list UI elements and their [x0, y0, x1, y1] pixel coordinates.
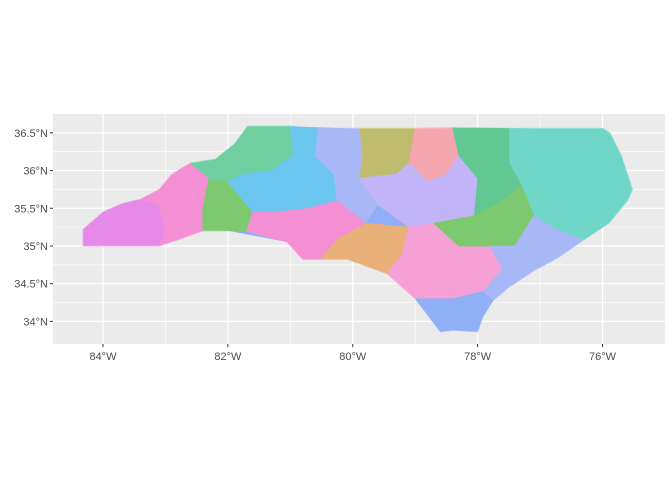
x-axis-labels: 84°W 82°W 80°W 78°W 76°W: [89, 351, 616, 363]
district-regions: [82, 125, 633, 333]
y-axis-labels: 34°N 34.5°N 35°N 35.5°N 36°N 36.5°N: [14, 128, 48, 329]
region-district-13: [314, 127, 379, 224]
y-tick-label: 35°N: [23, 241, 48, 253]
x-tick-label: 76°W: [589, 351, 617, 363]
x-tick-label: 82°W: [214, 351, 242, 363]
y-tick-label: 36°N: [23, 166, 48, 178]
y-tick-label: 34.5°N: [14, 279, 48, 291]
state-border: [82, 125, 633, 333]
y-tick-label: 34°N: [23, 316, 48, 328]
axis-ticks: [50, 132, 604, 347]
state-outline: [82, 125, 633, 333]
x-tick-label: 78°W: [464, 351, 492, 363]
x-tick-label: 84°W: [89, 351, 117, 363]
y-tick-label: 36.5°N: [14, 128, 48, 140]
y-tick-label: 35.5°N: [14, 203, 48, 215]
x-tick-label: 80°W: [339, 351, 367, 363]
